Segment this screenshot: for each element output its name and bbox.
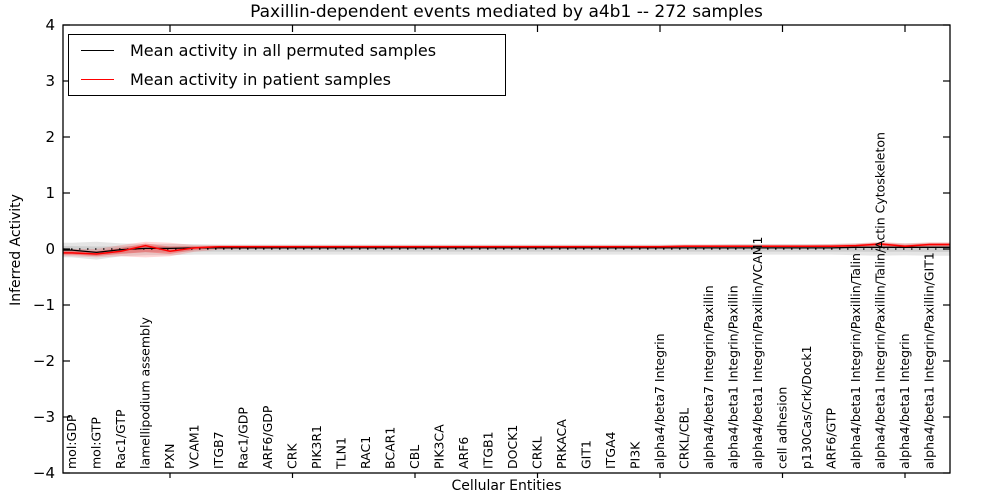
y-tick-label: −1 — [33, 296, 55, 314]
legend-entry-patient: Mean activity in patient samples — [69, 65, 505, 94]
x-tick-label: VCAM1 — [187, 424, 202, 469]
x-tick-label: mol:GTP — [89, 417, 104, 469]
y-tick-label: 1 — [45, 184, 55, 202]
y-tick-label: −2 — [33, 352, 55, 370]
x-tick-label: alpha4/beta1 Integrin/Paxillin/Talin/Act… — [873, 132, 888, 469]
x-tick-label: alpha4/beta7 Integrin/Paxillin — [701, 285, 716, 469]
line-patient — [62, 243, 950, 255]
x-tick-label: alpha4/beta1 Integrin — [897, 333, 912, 469]
x-tick-label: p130Cas/Crk/Dock1 — [799, 345, 814, 469]
x-tick-label: RAC1 — [358, 436, 373, 469]
y-tick-label: 2 — [45, 128, 55, 146]
x-tick-label: BCAR1 — [383, 427, 398, 469]
x-tick-label: ARF6 — [456, 437, 471, 469]
y-tick-label: −3 — [33, 408, 55, 426]
x-tick-label: mol:GDP — [64, 414, 79, 469]
x-tick-label: TLN1 — [334, 437, 349, 470]
legend-label-patient: Mean activity in patient samples — [130, 70, 391, 89]
x-tick-label: cell adhesion — [775, 387, 790, 469]
x-tick-label: alpha4/beta7 Integrin — [652, 333, 667, 469]
x-tick-label: Rac1/GDP — [236, 407, 251, 469]
chart-title: Paxillin-dependent events mediated by a4… — [250, 2, 763, 22]
x-tick-label: Rac1/GTP — [113, 409, 128, 469]
y-axis-label: Inferred Activity — [8, 194, 24, 306]
legend-line-patient-icon — [81, 79, 114, 80]
x-tick-label: CRK — [285, 443, 300, 469]
legend-label-permuted: Mean activity in all permuted samples — [130, 41, 437, 60]
x-tick-label: alpha4/beta1 Integrin/Paxillin/GIT1 — [922, 252, 937, 469]
x-tick-label: ITGB7 — [211, 431, 226, 469]
y-tick-label: −4 — [33, 464, 55, 482]
x-tick-label: PIK3R1 — [309, 425, 324, 469]
x-tick-label: alpha4/beta1 Integrin/Paxillin/VCAM1 — [750, 237, 765, 469]
legend-entry-permuted: Mean activity in all permuted samples — [69, 36, 505, 65]
x-tick-label: CBL — [407, 445, 422, 469]
x-tick-label: DOCK1 — [505, 425, 520, 469]
x-axis-label: Cellular Entities — [451, 478, 562, 494]
x-tick-label: GIT1 — [579, 440, 594, 469]
x-tick-label: PI3K — [628, 441, 643, 469]
x-tick-label: CRKL/CBL — [677, 408, 692, 469]
y-tick-label: 3 — [45, 72, 55, 90]
x-tick-label: alpha4/beta1 Integrin/Paxillin — [726, 285, 741, 469]
x-tick-label: ARF6/GDP — [260, 405, 275, 469]
x-tick-label: alpha4/beta1 Integrin/Paxillin/Talin — [848, 253, 863, 469]
x-tick-label: ITGB1 — [481, 431, 496, 469]
x-tick-label: ITGA4 — [603, 431, 618, 469]
x-tick-label: ARF6/GTP — [824, 408, 839, 469]
legend: Mean activity in all permuted samples Me… — [68, 34, 506, 96]
y-tick-label: 4 — [45, 16, 55, 34]
x-tick-label: PRKACA — [554, 419, 569, 469]
x-tick-label: CRKL — [530, 436, 545, 469]
x-tick-label: lamellipodium assembly — [138, 317, 153, 469]
x-tick-label: PIK3CA — [432, 424, 447, 469]
legend-line-permuted-icon — [81, 50, 114, 51]
x-tick-label: PXN — [162, 444, 177, 469]
y-tick-label: 0 — [45, 240, 55, 258]
